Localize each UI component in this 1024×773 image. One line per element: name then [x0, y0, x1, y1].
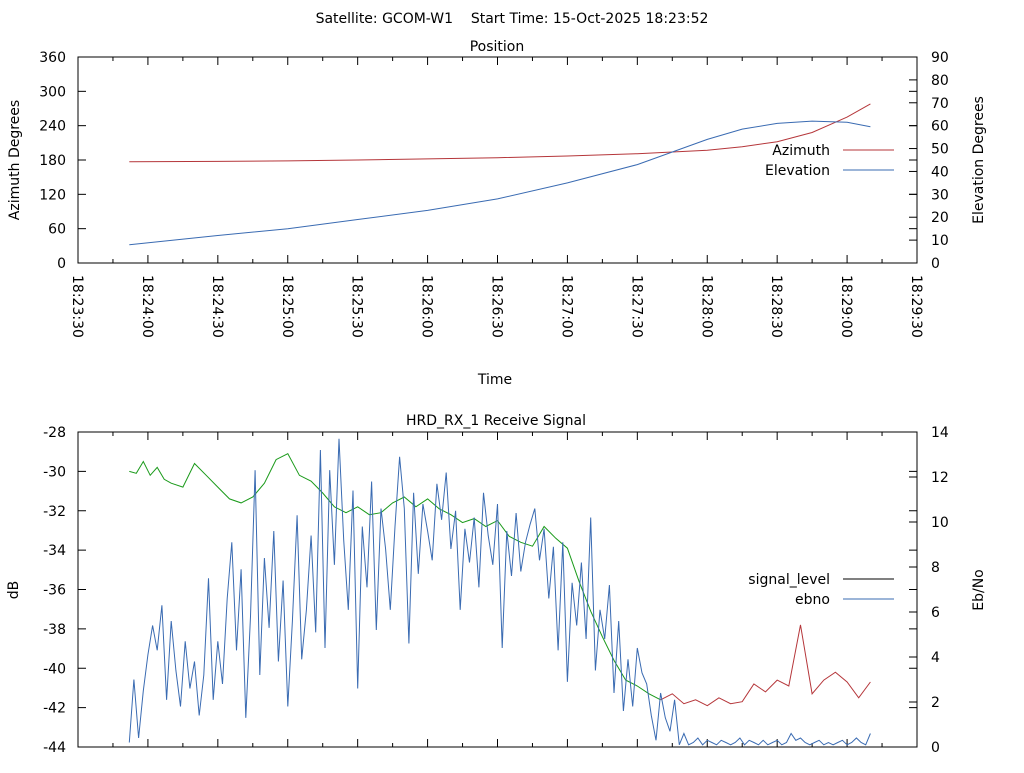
db-axis-ticks: -28 -30 -32 -34 -36 -38 -40 -42 -44: [43, 425, 917, 756]
legend-ebno-label: ebno: [795, 592, 830, 608]
y2-tick-label: 14: [931, 425, 949, 441]
series-line-signal_level-segment-2: [660, 624, 871, 707]
position-chart: Position 0 60 120 180 240 300 360 0 10 20 30 40 50 6…: [7, 39, 987, 388]
x-tick-label: 18:25:30: [349, 275, 365, 338]
y-tick-label: -38: [43, 622, 66, 638]
y2-tick-label: 70: [931, 96, 949, 112]
y2-tick-label: 80: [931, 73, 949, 89]
signal-chart: HRD_RX_1 Receive Signal -28-30-32-34-36-…: [6, 413, 987, 756]
position-series-lines: [129, 103, 871, 246]
series-line-ebno: [128, 438, 871, 746]
x-tick-label: 18:24:00: [139, 275, 155, 338]
y2-tick-label: 10: [931, 515, 949, 531]
ebno-axis-ticks: 0 2 4 6 8 10 12 14: [909, 425, 949, 756]
x-tick-label: 18:24:30: [209, 275, 225, 338]
y2-tick-label: 4: [931, 650, 940, 666]
y2-tick-label: 8: [931, 560, 940, 576]
y2-tick-label: 10: [931, 233, 949, 249]
x-tick-label: 18:23:30: [69, 275, 85, 338]
x-tick-label: 18:27:30: [628, 275, 644, 338]
signal-series-lines: [128, 438, 871, 746]
azimuth-axis-ticks: 0 60 120 180 240 300 360: [39, 50, 917, 272]
x-tick-label: 18:28:00: [698, 275, 714, 338]
y-tick-label: -42: [43, 701, 66, 717]
y-tick-label: 0: [57, 256, 66, 272]
signal-legend: signal_level ebno: [748, 572, 894, 608]
y2-tick-label: 40: [931, 164, 949, 180]
elevation-axis-ticks: 0 10 20 30 40 50 60 70 80 90: [909, 50, 949, 272]
y-tick-label: -32: [43, 504, 66, 520]
position-chart-title: Position: [470, 39, 525, 55]
y-tick-label: 180: [39, 153, 66, 169]
y-tick-label: -30: [43, 464, 66, 480]
y2-tick-label: 50: [931, 142, 949, 158]
y2-tick-label: 2: [931, 695, 940, 711]
signal-plot-frame: [77, 431, 918, 748]
y-tick-label: 120: [39, 187, 66, 203]
y-tick-label: -34: [43, 543, 66, 559]
y-tick-label: 360: [39, 50, 66, 66]
x-tick-label: 18:26:00: [419, 275, 435, 338]
y2-tick-label: 0: [931, 740, 940, 756]
db-axis-label: dB: [6, 581, 22, 600]
elevation-axis-label: Elevation Degrees: [971, 96, 987, 224]
y2-tick-label: 20: [931, 210, 949, 226]
y2-tick-label: 6: [931, 605, 940, 621]
x-tick-label: 18:28:30: [768, 275, 784, 338]
series-line-signal_level-segment-1: [129, 453, 661, 701]
x-tick-label: 18:29:30: [908, 275, 924, 338]
y-tick-label: -44: [43, 740, 66, 756]
legend-signal-level-label: signal_level: [748, 572, 830, 588]
y2-tick-label: 12: [931, 470, 949, 486]
y2-tick-label: 30: [931, 187, 949, 203]
legend-azimuth-label: Azimuth: [772, 143, 830, 159]
position-plot-frame: [77, 56, 918, 264]
y-tick-label: -40: [43, 661, 66, 677]
y2-tick-label: 0: [931, 256, 940, 272]
ebno-axis-label: Eb/No: [971, 569, 987, 611]
series-line-Elevation: [129, 120, 871, 246]
x-tick-label: 18:27:00: [558, 275, 574, 338]
series-line-Azimuth: [129, 103, 871, 163]
azimuth-axis-label: Azimuth Degrees: [7, 100, 23, 220]
x-tick-label: 18:25:00: [279, 275, 295, 338]
time-axis-ticks: 18:23:30 18:24:00 18:24:30 18:25:00 18:25:30…: [69, 57, 924, 338]
y-tick-label: 300: [39, 84, 66, 100]
y2-tick-label: 60: [931, 119, 949, 135]
x-tick-label: 18:26:30: [489, 275, 505, 338]
time-axis-label: Time: [477, 372, 512, 388]
x-tick-label: 18:29:00: [838, 275, 854, 338]
y-tick-label: 240: [39, 119, 66, 135]
position-legend: Azimuth Elevation: [765, 143, 894, 179]
legend-elevation-label: Elevation: [765, 163, 830, 179]
y-tick-label: 60: [48, 222, 66, 238]
y-tick-label: -28: [43, 425, 66, 441]
signal-time-ticks: [77, 432, 918, 747]
signal-chart-title: HRD_RX_1 Receive Signal: [406, 413, 586, 429]
y2-tick-label: 90: [931, 50, 949, 66]
figure-title: Satellite: GCOM-W1 Start Time: 15-Oct-20…: [316, 11, 709, 27]
y-tick-label: -36: [43, 583, 66, 599]
